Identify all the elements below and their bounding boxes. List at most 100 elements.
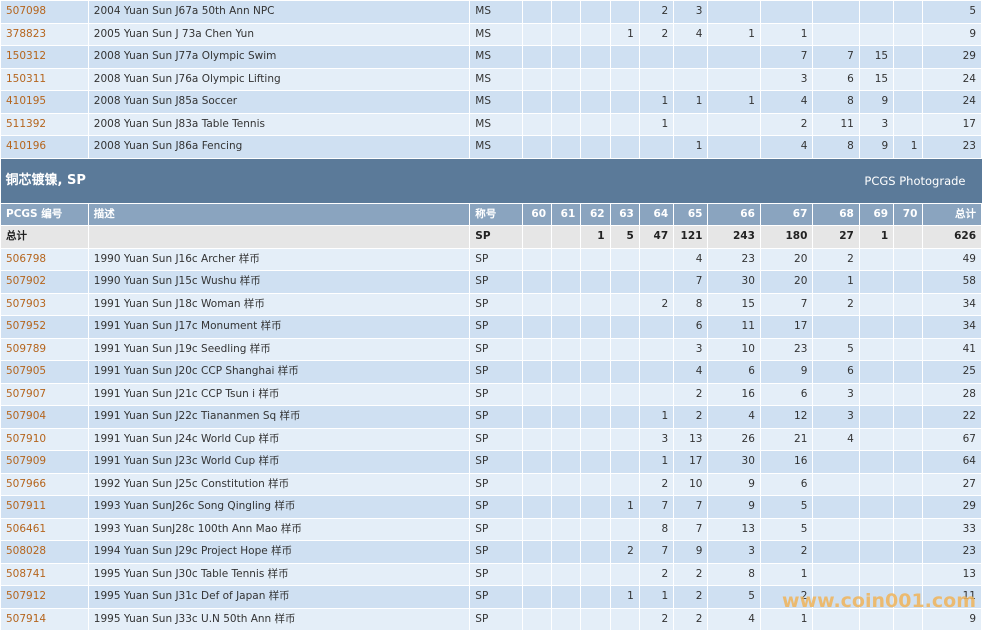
grade-cell: SP [469, 405, 523, 429]
pcgs-id-link[interactable]: 508028 [6, 545, 47, 558]
count-cell-65: 4 [673, 22, 709, 46]
pcgs-id-link[interactable]: 506798 [6, 252, 47, 265]
count-cell-61 [551, 382, 582, 406]
count-cell-63 [609, 90, 640, 114]
count-cell-61 [551, 45, 582, 69]
col-header-62[interactable]: 62 [580, 202, 611, 226]
col-header-70[interactable]: 70 [893, 202, 924, 226]
description-cell: 1992 Yuan Sun J25c Constitution 样币 [87, 472, 471, 496]
count-cell-68: 6 [812, 67, 860, 91]
pcgs-id-link[interactable]: 507909 [6, 455, 47, 468]
col-header-61[interactable]: 61 [551, 202, 582, 226]
table-row: 507914 1995 Yuan Sun J33c U.N 50th Ann 样币… [0, 607, 982, 631]
pcgs-id-link[interactable]: 507902 [6, 275, 47, 288]
count-cell-70 [893, 112, 924, 136]
pcgs-id-link[interactable]: 507098 [6, 5, 47, 18]
col-header-64[interactable]: 64 [638, 202, 675, 226]
col-header-63[interactable]: 63 [609, 202, 640, 226]
pcgs-id-link[interactable]: 511392 [6, 117, 47, 130]
count-cell-60 [521, 270, 553, 294]
pcgs-id-link[interactable]: 507907 [6, 387, 47, 400]
count-cell-65: 2 [673, 607, 709, 631]
pcgs-id-link[interactable]: 507952 [6, 320, 47, 333]
description-cell: 1994 Yuan Sun J29c Project Hope 样币 [87, 540, 471, 564]
pcgs-id-link[interactable]: 410196 [6, 140, 47, 153]
count-cell-68: 7 [812, 45, 860, 69]
col-header-total[interactable]: 总计 [922, 202, 982, 226]
col-header-id[interactable]: PCGS 编号 [0, 202, 89, 226]
pcgs-id-link[interactable]: 509789 [6, 342, 47, 355]
photograde-link[interactable]: PCGS Photograde [707, 158, 982, 203]
totals-67: 180 [759, 225, 814, 249]
col-header-67[interactable]: 67 [759, 202, 814, 226]
count-cell-70 [893, 315, 924, 339]
pcgs-id-link[interactable]: 508741 [6, 567, 47, 580]
count-cell-total: 29 [922, 495, 982, 519]
count-cell-63 [609, 247, 640, 271]
col-header-grade[interactable]: 称号 [469, 202, 523, 226]
count-cell-69 [858, 540, 895, 564]
pcgs-id-link[interactable]: 507911 [6, 500, 47, 513]
count-cell-60 [521, 607, 553, 631]
count-cell-64: 8 [638, 517, 675, 541]
count-cell-62 [580, 112, 611, 136]
pcgs-id-link[interactable]: 507904 [6, 410, 47, 423]
pcgs-id-cell: 507904 [0, 405, 89, 429]
count-cell-69 [858, 315, 895, 339]
pcgs-id-link[interactable]: 506461 [6, 522, 47, 535]
pcgs-id-cell: 507966 [0, 472, 89, 496]
count-cell-64 [638, 360, 675, 384]
count-cell-64: 7 [638, 540, 675, 564]
pcgs-id-link[interactable]: 507910 [6, 432, 47, 445]
pcgs-id-link[interactable]: 150311 [6, 72, 47, 85]
table-row: 507966 1992 Yuan Sun J25c Constitution 样币… [0, 472, 982, 496]
count-cell-total: 22 [922, 405, 982, 429]
description-cell: 1993 Yuan SunJ28c 100th Ann Mao 样币 [87, 517, 471, 541]
description-cell: 2008 Yuan Sun J85a Soccer [87, 90, 471, 114]
count-cell-67: 16 [759, 450, 814, 474]
count-cell-64: 2 [638, 607, 675, 631]
count-cell-64: 2 [638, 0, 675, 24]
col-header-65[interactable]: 65 [673, 202, 709, 226]
table-row: 507904 1991 Yuan Sun J22c Tiananmen Sq 样币… [0, 405, 982, 429]
pcgs-id-link[interactable]: 150312 [6, 50, 47, 63]
count-cell-61 [551, 517, 582, 541]
count-cell-66 [707, 0, 761, 24]
count-cell-68: 2 [812, 247, 860, 271]
totals-grade: SP [469, 225, 523, 249]
count-cell-69 [858, 427, 895, 451]
grade-cell: SP [469, 337, 523, 361]
count-cell-61 [551, 22, 582, 46]
count-cell-68 [812, 22, 860, 46]
count-cell-68 [812, 540, 860, 564]
count-cell-total: 27 [922, 472, 982, 496]
count-cell-65: 10 [673, 472, 709, 496]
count-cell-total: 5 [922, 0, 982, 24]
count-cell-67: 4 [759, 90, 814, 114]
pcgs-id-link[interactable]: 378823 [6, 27, 47, 40]
pcgs-id-link[interactable]: 507914 [6, 612, 47, 625]
count-cell-69 [858, 517, 895, 541]
count-cell-69 [858, 562, 895, 586]
description-cell: 2008 Yuan Sun J77a Olympic Swim [87, 45, 471, 69]
col-header-desc[interactable]: 描述 [87, 202, 471, 226]
pcgs-id-link[interactable]: 507903 [6, 297, 47, 310]
count-cell-67: 1 [759, 562, 814, 586]
count-cell-69: 9 [858, 135, 895, 159]
col-header-68[interactable]: 68 [812, 202, 860, 226]
count-cell-total: 34 [922, 315, 982, 339]
count-cell-61 [551, 427, 582, 451]
col-header-66[interactable]: 66 [707, 202, 761, 226]
count-cell-60 [521, 337, 553, 361]
pcgs-id-link[interactable]: 410195 [6, 95, 47, 108]
count-cell-total: 29 [922, 45, 982, 69]
pcgs-id-link[interactable]: 507905 [6, 365, 47, 378]
count-cell-67: 20 [759, 247, 814, 271]
pcgs-id-link[interactable]: 507912 [6, 590, 47, 603]
pcgs-id-link[interactable]: 507966 [6, 477, 47, 490]
col-header-60[interactable]: 60 [521, 202, 553, 226]
count-cell-69: 15 [858, 67, 895, 91]
count-cell-66: 30 [707, 450, 761, 474]
description-cell: 2008 Yuan Sun J86a Fencing [87, 135, 471, 159]
col-header-69[interactable]: 69 [858, 202, 895, 226]
